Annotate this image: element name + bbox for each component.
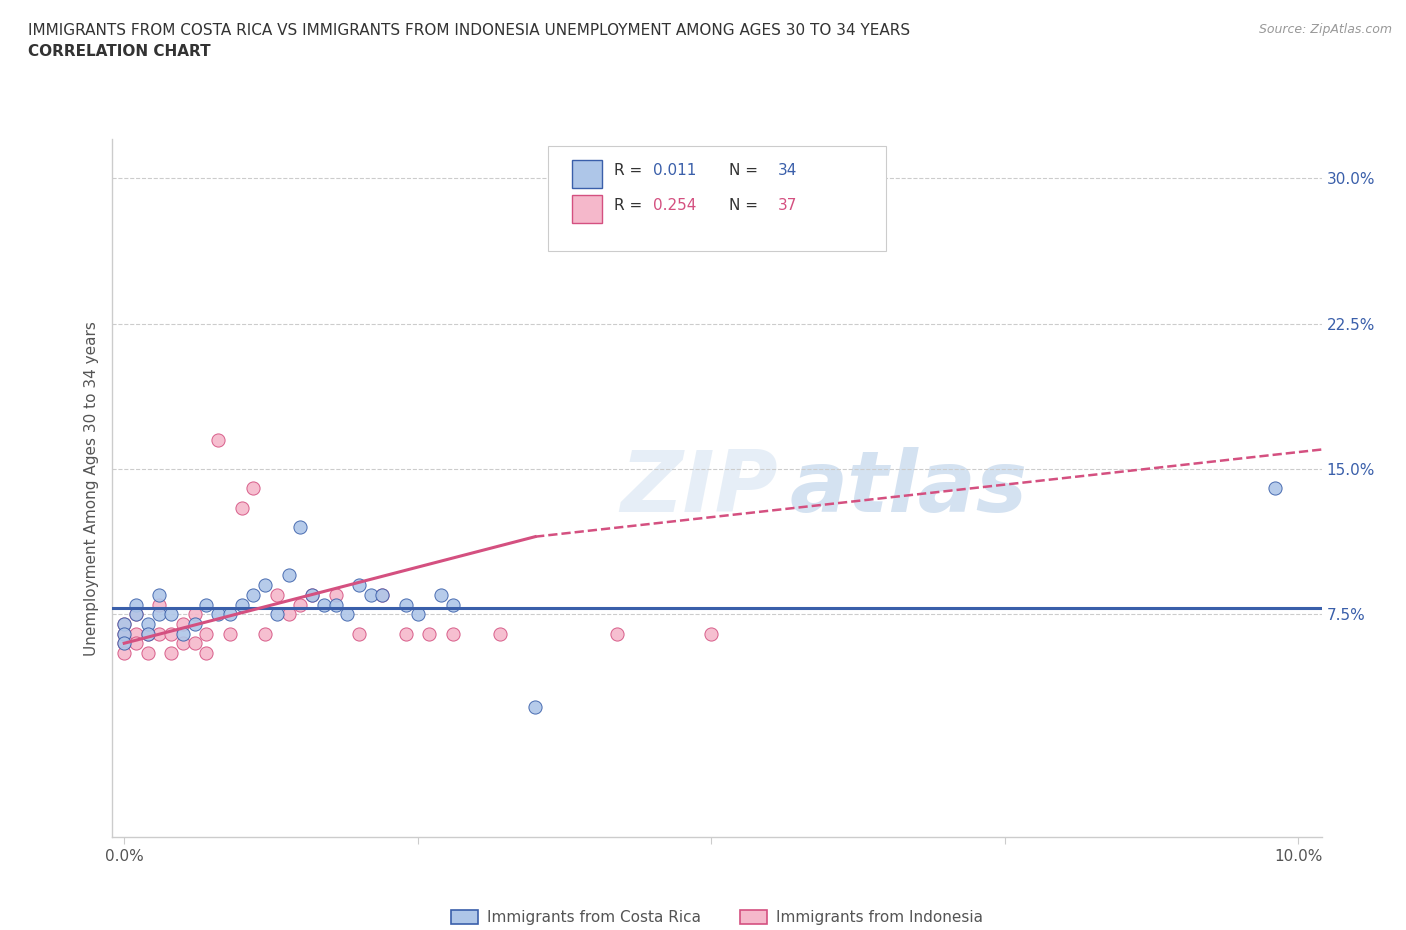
Point (406, 606, 429, 621)
Bar (572, 195, 602, 223)
Legend: Immigrants from Costa Rica, Immigrants from Indonesia: Immigrants from Costa Rica, Immigrants f… (444, 904, 990, 930)
Point (489, 626, 512, 641)
Bar (572, 161, 602, 189)
Point (347, 578, 370, 592)
Point (231, 500, 253, 515)
Point (430, 588, 453, 603)
Y-axis label: Unemployment Among Ages 30 to 34 years: Unemployment Among Ages 30 to 34 years (83, 321, 98, 656)
Point (254, 626, 277, 641)
Point (325, 597, 347, 612)
Point (418, 626, 440, 641)
Point (360, 588, 382, 603)
Point (112, 617, 135, 631)
Point (136, 626, 159, 641)
Point (112, 617, 135, 631)
Point (231, 597, 253, 612)
Point (183, 617, 205, 631)
Text: Source: ZipAtlas.com: Source: ZipAtlas.com (1258, 23, 1392, 36)
Point (1264, 481, 1286, 496)
Point (336, 606, 359, 621)
Point (266, 606, 288, 621)
Point (700, 626, 723, 641)
Text: 0.011: 0.011 (652, 164, 696, 179)
Text: atlas: atlas (790, 446, 1028, 530)
Point (266, 588, 288, 603)
Point (112, 626, 135, 641)
Point (125, 606, 148, 621)
Text: N =: N = (730, 198, 763, 213)
Point (112, 636, 135, 651)
Point (254, 578, 277, 592)
Text: R =: R = (614, 164, 647, 179)
Point (301, 588, 323, 603)
Point (125, 626, 148, 641)
Point (160, 606, 183, 621)
Point (125, 606, 148, 621)
Point (183, 606, 205, 621)
Point (112, 636, 135, 651)
Point (207, 432, 229, 447)
Point (172, 636, 194, 651)
Point (148, 606, 170, 621)
Point (172, 626, 194, 641)
Point (301, 588, 323, 603)
Text: 34: 34 (778, 164, 797, 179)
Point (290, 520, 312, 535)
Text: R =: R = (614, 198, 647, 213)
Point (395, 597, 418, 612)
Text: N =: N = (730, 164, 763, 179)
Text: IMMIGRANTS FROM COSTA RICA VS IMMIGRANTS FROM INDONESIA UNEMPLOYMENT AMONG AGES : IMMIGRANTS FROM COSTA RICA VS IMMIGRANTS… (28, 23, 910, 38)
Point (290, 597, 312, 612)
Point (160, 645, 183, 660)
Point (160, 626, 183, 641)
Text: 0.254: 0.254 (652, 198, 696, 213)
Point (195, 597, 218, 612)
Text: 37: 37 (778, 198, 797, 213)
Point (183, 636, 205, 651)
Point (172, 617, 194, 631)
Point (242, 588, 264, 603)
Point (325, 588, 347, 603)
Text: CORRELATION CHART: CORRELATION CHART (28, 44, 211, 59)
Point (441, 597, 464, 612)
Point (218, 606, 240, 621)
Point (242, 481, 264, 496)
Point (395, 626, 418, 641)
Point (277, 568, 299, 583)
Point (148, 597, 170, 612)
Point (136, 617, 159, 631)
Point (524, 699, 547, 714)
Point (218, 626, 240, 641)
Point (207, 606, 229, 621)
Text: ZIP: ZIP (620, 446, 778, 530)
Point (371, 588, 394, 603)
Point (195, 626, 218, 641)
Point (112, 626, 135, 641)
Point (148, 626, 170, 641)
Point (347, 626, 370, 641)
Point (125, 636, 148, 651)
Point (148, 588, 170, 603)
Point (277, 606, 299, 621)
Point (441, 626, 464, 641)
FancyBboxPatch shape (548, 147, 886, 251)
Point (112, 645, 135, 660)
Point (136, 645, 159, 660)
Point (195, 645, 218, 660)
Point (312, 597, 335, 612)
Point (371, 588, 394, 603)
Point (136, 626, 159, 641)
Point (606, 626, 628, 641)
Point (125, 597, 148, 612)
